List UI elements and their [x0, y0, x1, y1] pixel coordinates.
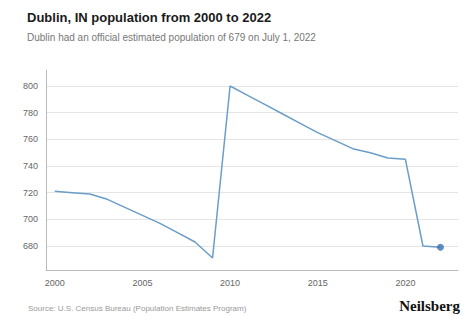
svg-text:2010: 2010 — [220, 278, 240, 288]
svg-text:2005: 2005 — [132, 278, 152, 288]
svg-text:Neilsberg: Neilsberg — [399, 298, 460, 314]
svg-text:700: 700 — [23, 214, 38, 224]
svg-text:2020: 2020 — [395, 278, 415, 288]
svg-text:2000: 2000 — [45, 278, 65, 288]
svg-text:800: 800 — [23, 81, 38, 91]
svg-text:760: 760 — [23, 134, 38, 144]
svg-text:Dublin, IN population from 200: Dublin, IN population from 2000 to 2022 — [27, 10, 271, 25]
svg-text:720: 720 — [23, 188, 38, 198]
svg-text:740: 740 — [23, 161, 38, 171]
svg-text:780: 780 — [23, 108, 38, 118]
svg-text:Dublin had an official estimat: Dublin had an official estimated populat… — [27, 32, 316, 43]
svg-text:680: 680 — [23, 241, 38, 251]
svg-text:Source: U.S. Census Bureau (Po: Source: U.S. Census Bureau (Population E… — [28, 304, 247, 313]
svg-text:2015: 2015 — [308, 278, 328, 288]
